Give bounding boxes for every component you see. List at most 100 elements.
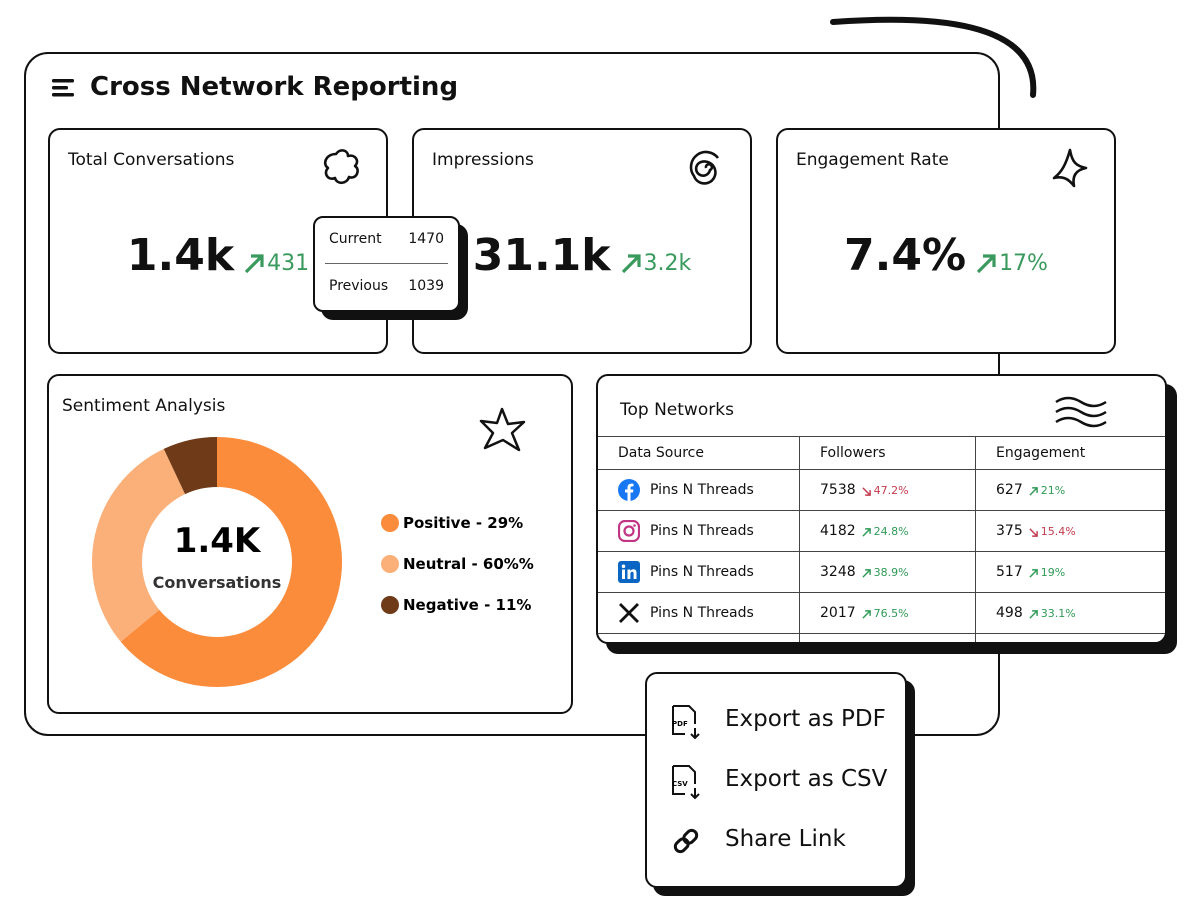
menu-icon[interactable]: [52, 78, 76, 98]
cell-change-value: 76.5%: [873, 607, 909, 620]
table-row: Pins N Threads 2017 76.5% 498 33.1%: [598, 592, 1165, 634]
network-logo: [617, 519, 641, 543]
metric-change-value: 17%: [999, 251, 1048, 276]
cell-value: 375: [996, 523, 1023, 539]
networks-table: Data Source Followers Engagement Pins N Thr…: [598, 436, 1165, 642]
cell-value: 627: [996, 482, 1023, 498]
metric-value-row: 7.4% 17%: [778, 230, 1114, 281]
menu-item[interactable]: Share Link: [725, 826, 846, 852]
network-logo: [618, 561, 640, 583]
icon-shape: [323, 149, 359, 185]
cell-change: 76.5%: [862, 607, 909, 620]
arrow-shape: [244, 254, 264, 274]
svg-text:CSV: CSV: [672, 780, 688, 788]
cell-change: 24.8%: [862, 525, 909, 538]
network-cell: Pins N Threads: [598, 592, 800, 634]
waves-icon: [1055, 396, 1107, 428]
menu-icons: PDF CSV: [672, 705, 700, 854]
card-icon: [323, 149, 359, 185]
trend-arrow: [976, 254, 996, 274]
trend-arrow: [862, 609, 871, 619]
cell-change-value: 19%: [1040, 566, 1066, 579]
arrow-shape: [621, 254, 641, 274]
empty-cell: [975, 633, 1165, 642]
metric-change: 17%: [976, 251, 1048, 276]
card-title: Top Networks: [620, 400, 734, 420]
star-icon: [479, 407, 526, 452]
cell-change: 15.4%: [1029, 525, 1076, 538]
legend-label: Negative - 11%: [403, 596, 531, 614]
trend-arrow: [621, 254, 641, 274]
network-cell: Pins N Threads: [598, 551, 800, 593]
card-title: Impressions: [432, 150, 534, 170]
metric-value-row: 31.1k 3.2k: [414, 230, 750, 281]
donut-segment: [92, 448, 186, 642]
center-value: 1.4K: [174, 521, 262, 561]
metric-value: 1.4k: [126, 230, 235, 281]
cell-change-value: 24.8%: [873, 525, 909, 538]
card-title: Engagement Rate: [796, 150, 949, 170]
metric-cell: 517 19%: [975, 551, 1165, 593]
donut-segment: [120, 437, 342, 687]
metric-cell: 7538 47.2%: [799, 469, 976, 511]
card-title: Sentiment Analysis: [62, 396, 226, 416]
cell-change: 21%: [1029, 484, 1065, 497]
column-header: Engagement: [975, 436, 1165, 470]
metric-value: 7.4%: [844, 230, 967, 281]
tooltip-label: Previous: [329, 278, 389, 294]
trend-arrow: [1029, 486, 1038, 496]
metric-cell: 4182 24.8%: [799, 510, 976, 552]
metric-cell: 3248 38.9%: [799, 551, 976, 593]
cell-change: 47.2%: [862, 484, 909, 497]
metric-card: Engagement Rate 7.4% 17%: [776, 128, 1116, 354]
arrow-shape: [1029, 527, 1038, 537]
network-name: Pins N Threads: [650, 564, 754, 580]
tooltip: Current 1470 Previous 1039: [313, 216, 460, 312]
menu-item[interactable]: Export as PDF: [725, 706, 886, 732]
icon-shape: [689, 150, 720, 185]
cell-value: 7538: [820, 482, 856, 498]
cell-change: 19%: [1029, 566, 1065, 579]
page-title: Cross Network Reporting: [90, 72, 459, 102]
legend-label: Positive - 29%: [403, 514, 523, 532]
card-title: Total Conversations: [68, 150, 235, 170]
column-header: Data Source: [598, 436, 800, 470]
sentiment-card: Sentiment Analysis 1.4K Conversations Posi…: [47, 374, 573, 714]
empty-cell: [598, 633, 800, 642]
menu-item[interactable]: Export as CSV: [725, 766, 888, 792]
donut-chart: 1.4K Conversations Positive - 29% Neutral -…: [92, 437, 534, 687]
legend-label: Neutral - 60%%: [403, 555, 534, 573]
trend-arrow: [244, 254, 264, 274]
network-cell: Pins N Threads: [598, 510, 800, 552]
table-row: Pins N Threads 4182 24.8% 375 15.4%: [598, 510, 1165, 552]
cell-change-value: 21%: [1040, 484, 1066, 497]
donut-segment: [163, 437, 217, 495]
table-row: [598, 633, 1165, 642]
cell-change-value: 15.4%: [1040, 525, 1076, 538]
trend-arrow: [1029, 609, 1038, 619]
arrow-shape: [862, 486, 871, 496]
trend-arrow: [862, 568, 871, 578]
arrow-shape: [1029, 609, 1038, 619]
network-cell: Pins N Threads: [598, 469, 800, 511]
center-label: Conversations: [153, 573, 282, 592]
metric-change: 431: [244, 251, 309, 276]
cell-change-value: 47.2%: [873, 484, 909, 497]
legend-swatch: [381, 514, 399, 532]
card-icon: [689, 150, 720, 185]
metric-card: Total Conversations 1.4k 431: [48, 128, 388, 354]
arrow-shape: [976, 254, 996, 274]
cell-change-value: 33.1%: [1040, 607, 1076, 620]
tooltip-value: 1039: [408, 278, 444, 294]
cell-change-value: 38.9%: [873, 566, 909, 579]
metric-value-row: 1.4k 431: [50, 230, 386, 281]
cell-value: 498: [996, 605, 1023, 621]
networks-card: Top Networks Data Source Followers Engagem…: [596, 374, 1167, 644]
icon-shape: [1052, 148, 1088, 188]
cell-value: 4182: [820, 523, 856, 539]
trend-arrow: [862, 486, 871, 496]
cell-value: 517: [996, 564, 1023, 580]
metric-cell: 375 15.4%: [975, 510, 1165, 552]
arrow-shape: [862, 568, 871, 578]
table-row: Pins N Threads 7538 47.2% 627 21%: [598, 469, 1165, 511]
